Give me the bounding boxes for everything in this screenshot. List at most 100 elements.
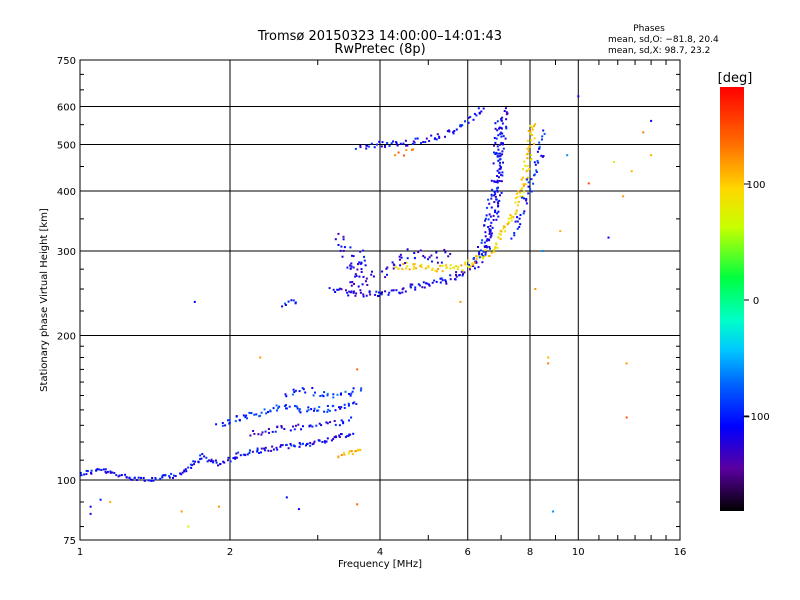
echo-point xyxy=(363,259,366,262)
echo-point xyxy=(543,132,546,135)
echo-point xyxy=(354,273,357,276)
echo-point xyxy=(320,424,323,427)
echo-point xyxy=(299,411,302,414)
echo-point xyxy=(478,111,481,114)
echo-point xyxy=(135,479,138,481)
echo-point xyxy=(316,409,319,412)
echo-point xyxy=(189,463,192,466)
echo-point xyxy=(531,128,534,131)
echo-point xyxy=(364,280,367,283)
echo-point xyxy=(535,171,538,173)
echo-point xyxy=(403,154,405,157)
echo-point xyxy=(374,293,377,296)
scatter-point xyxy=(547,356,550,359)
echo-point xyxy=(142,477,145,479)
echo-point xyxy=(298,442,301,444)
echo-point xyxy=(411,143,414,145)
echo-point xyxy=(292,425,294,428)
echo-point xyxy=(441,264,444,267)
echo-point xyxy=(349,281,352,284)
echo-point xyxy=(354,294,357,297)
echo-point xyxy=(362,275,365,278)
colorbar-label: [deg] xyxy=(718,71,753,86)
echo-point xyxy=(268,431,270,434)
echo-point xyxy=(118,474,121,477)
echo-point xyxy=(484,219,487,222)
echo-point xyxy=(79,471,82,474)
echo-point xyxy=(234,456,237,459)
echo-point xyxy=(298,409,301,412)
echo-point xyxy=(413,263,416,266)
echo-point xyxy=(368,291,371,294)
echo-point xyxy=(297,423,300,426)
echo-point xyxy=(449,267,452,270)
echo-point xyxy=(347,435,350,437)
echo-point xyxy=(359,291,362,294)
echo-point xyxy=(357,263,359,266)
echo-point xyxy=(359,250,362,253)
echo-point xyxy=(98,468,101,471)
echo-point xyxy=(212,461,215,464)
echo-point xyxy=(221,424,224,427)
echo-point xyxy=(489,215,492,218)
echo-point xyxy=(323,391,326,394)
echo-point xyxy=(267,428,270,430)
echo-point xyxy=(392,263,395,266)
echo-point xyxy=(293,444,296,447)
echo-point xyxy=(519,195,522,198)
echo-point xyxy=(294,302,297,305)
echo-point xyxy=(493,201,496,203)
echo-point xyxy=(370,273,373,276)
echo-point xyxy=(314,391,316,394)
echo-point xyxy=(373,146,376,149)
echo-point xyxy=(348,393,351,395)
echo-point xyxy=(478,253,481,256)
echo-point xyxy=(435,251,438,254)
x-tick-label: 16 xyxy=(674,547,687,558)
echo-point xyxy=(326,437,329,440)
echo-point xyxy=(353,401,356,404)
echo-point xyxy=(434,137,436,140)
echo-point xyxy=(409,283,412,286)
echo-point xyxy=(534,123,537,126)
echo-point xyxy=(498,143,501,146)
echo-point xyxy=(337,455,340,458)
echo-point xyxy=(498,126,501,129)
echo-point xyxy=(260,433,263,436)
echo-point xyxy=(498,180,501,182)
echo-point xyxy=(352,255,355,258)
echo-point xyxy=(362,293,365,296)
echo-point xyxy=(399,142,402,145)
y-tick-label: 500 xyxy=(57,141,76,152)
echo-point xyxy=(541,138,543,141)
echo-point xyxy=(325,440,328,443)
echo-point xyxy=(483,255,486,258)
echo-point xyxy=(480,110,483,113)
echo-point xyxy=(351,390,354,393)
echo-point xyxy=(517,200,520,203)
echo-point xyxy=(527,185,530,188)
echo-point xyxy=(304,391,307,394)
echo-point xyxy=(424,267,427,270)
grid-lines xyxy=(80,60,680,540)
echo-point xyxy=(475,261,478,264)
echo-point xyxy=(439,264,442,267)
echo-point xyxy=(187,466,190,469)
echo-point xyxy=(222,460,225,463)
echo-point xyxy=(427,265,430,268)
y-tick-label: 200 xyxy=(57,332,76,343)
echo-point xyxy=(447,255,450,258)
echo-point xyxy=(391,261,394,264)
scatter-point xyxy=(587,182,590,185)
echo-point xyxy=(464,263,467,266)
echo-point xyxy=(234,457,237,460)
echo-point xyxy=(497,215,500,218)
echo-point xyxy=(483,224,486,227)
echo-point xyxy=(387,293,390,296)
echo-point xyxy=(365,277,368,280)
echo-point xyxy=(352,291,355,294)
echo-point xyxy=(347,404,350,407)
echo-point xyxy=(378,140,381,143)
echo-point xyxy=(497,210,500,213)
echo-point xyxy=(417,283,420,286)
